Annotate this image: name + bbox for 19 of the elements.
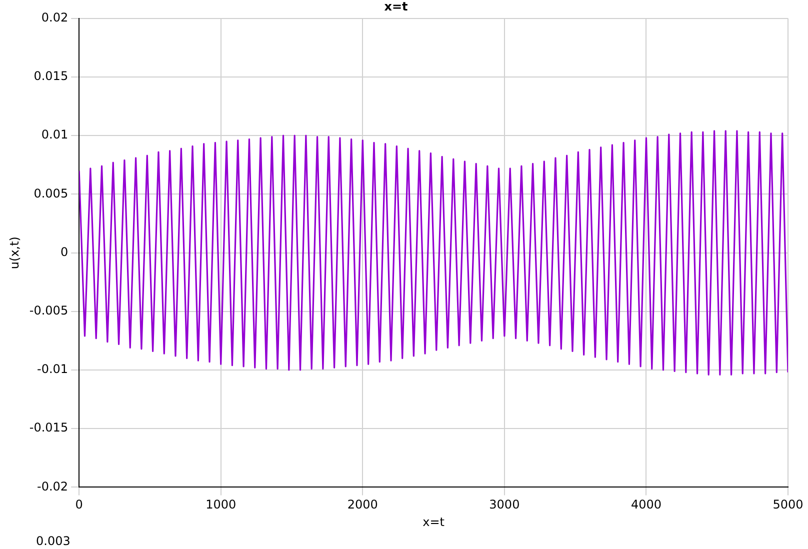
y-tick-label: 0 [60,244,68,259]
x-tick-label: 0 [75,498,83,512]
x-tick-label: 1000 [206,498,236,512]
chart-title: x=t [384,0,408,14]
x-tick-label: 4000 [630,498,662,512]
y-axis-title: u(x,t) [7,236,22,270]
y-tick-label: -0.02 [37,479,68,494]
text: 0.003 [36,534,70,548]
x-tick-label: 2000 [347,498,378,512]
x-tick-label: 3000 [489,498,520,512]
y-tick-label: 0.015 [34,69,68,84]
y-tick-label: -0.01 [37,362,68,376]
y-tick-label: -0.005 [29,304,68,318]
y-tick-label: 0.02 [41,10,68,25]
x-axis-title: x=t [422,514,445,529]
y-tick-label: 0.01 [41,128,68,142]
x-tick-label: 5000 [772,498,804,512]
y-tick-label: -0.015 [29,420,68,435]
y-tick-label: 0.005 [34,186,68,200]
